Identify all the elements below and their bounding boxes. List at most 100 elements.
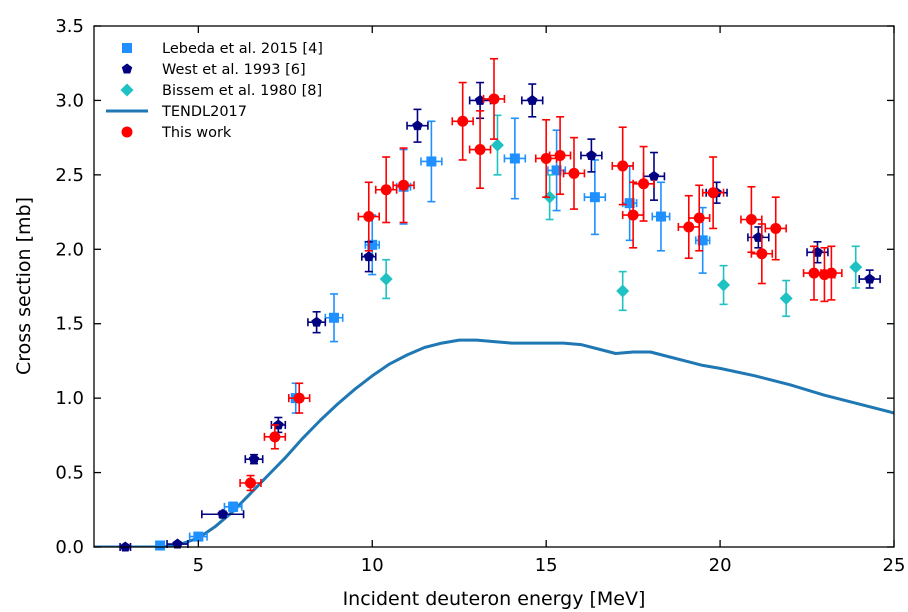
data-point (239, 474, 262, 492)
legend-label: Lebeda et al. 2015 [4] (162, 41, 323, 57)
marker-square (329, 312, 339, 323)
y-tick-label: 2.5 (55, 165, 84, 186)
data-point (503, 117, 527, 200)
marker-circle (293, 392, 305, 404)
legend-label: This work (161, 125, 232, 141)
y-tick-label: 1.5 (55, 314, 84, 335)
data-point (188, 531, 208, 542)
marker-circle (770, 222, 782, 234)
y-tick-label: 3.0 (55, 90, 84, 111)
data-point (820, 245, 843, 301)
marker-circle (269, 431, 281, 443)
marker-square (193, 531, 204, 542)
marker-diamond (490, 138, 504, 152)
marker-circle (627, 209, 639, 221)
marker-pentagon (474, 94, 486, 105)
marker-square (697, 235, 708, 246)
y-tick-label: 1.0 (55, 388, 84, 409)
data-point (201, 508, 245, 519)
marker-square (228, 501, 239, 512)
y-tick-label: 2.0 (55, 239, 84, 260)
marker-circle (638, 178, 650, 190)
tendl-curve (94, 338, 894, 547)
series-3 (239, 57, 843, 492)
points-layer (119, 57, 881, 552)
legend-item: Bissem et al. 1980 [8] (120, 83, 322, 99)
marker-pentagon (363, 251, 375, 262)
data-point (392, 147, 415, 224)
marker-circle (568, 167, 580, 179)
marker-pentagon (753, 231, 764, 242)
plot-frame (93, 25, 895, 548)
data-point (155, 540, 166, 551)
curve-layer (94, 338, 894, 547)
marker-circle (745, 214, 757, 226)
data-point (547, 129, 567, 212)
marker-pentagon (527, 94, 538, 105)
legend-item: This work (121, 125, 232, 141)
marker-circle (554, 150, 566, 162)
data-point (717, 264, 731, 306)
marker-pentagon (412, 120, 423, 131)
data-point (651, 181, 671, 252)
data-point (548, 116, 572, 196)
data-point (621, 181, 645, 249)
data-point (361, 241, 377, 273)
marker-pentagon (172, 538, 183, 549)
marker-square (655, 211, 666, 222)
ticks-layer: 5 10 15 20 25 0.0 0.5 1.0 1.5 2.0 2.5 3.0 3.5 (55, 16, 905, 576)
marker-diamond (779, 291, 793, 305)
data-point (451, 81, 474, 161)
data-point (632, 145, 655, 222)
legend-label: Bissem et al. 1980 [8] (162, 83, 322, 99)
data-point (849, 245, 863, 289)
marker-pentagon (217, 508, 228, 519)
legend-label: TENDL2017 (161, 104, 247, 120)
marker-square (551, 165, 562, 176)
data-point (764, 196, 787, 261)
data-point (307, 311, 327, 334)
marker-circle (363, 211, 375, 223)
marker-pentagon (864, 273, 875, 284)
data-point (806, 241, 829, 264)
legend-item: Lebeda et al. 2015 [4] (122, 41, 323, 57)
data-point (324, 293, 344, 343)
x-tick-label: 25 (883, 555, 906, 576)
data-point (616, 270, 630, 312)
marker-diamond (849, 260, 863, 274)
marker-circle (617, 160, 629, 172)
marker-circle (488, 93, 500, 105)
marker-circle (398, 179, 410, 191)
marker-circle (707, 187, 719, 199)
data-point (677, 194, 701, 260)
marker-diamond (379, 272, 393, 286)
legend-marker (121, 126, 133, 138)
legend-marker (120, 83, 134, 97)
data-point (468, 110, 492, 190)
data-point (490, 114, 504, 176)
marker-circle (457, 115, 469, 127)
data-point (166, 538, 189, 549)
marker-pentagon (648, 170, 660, 181)
legend-item: West et al. 1993 [6] (121, 62, 306, 78)
x-tick-label: 15 (535, 555, 558, 576)
x-tick-label: 5 (193, 555, 204, 576)
data-point (482, 57, 506, 140)
data-point (406, 108, 429, 143)
marker-square (367, 239, 378, 250)
marker-diamond (616, 284, 630, 298)
marker-square (509, 153, 520, 164)
y-tick-label: 0.0 (55, 537, 84, 558)
marker-square (426, 156, 437, 167)
y-axis-label: Cross section [mb] (13, 197, 35, 375)
marker-square (155, 540, 166, 551)
x-tick-label: 20 (709, 555, 732, 576)
data-point (223, 501, 243, 513)
legend: Lebeda et al. 2015 [4] West et al. 1993 [… (106, 41, 323, 141)
marker-circle (693, 212, 705, 224)
data-point (750, 223, 774, 285)
data-point (740, 185, 763, 254)
y-tick-label: 0.5 (55, 463, 84, 484)
data-point (374, 156, 398, 224)
